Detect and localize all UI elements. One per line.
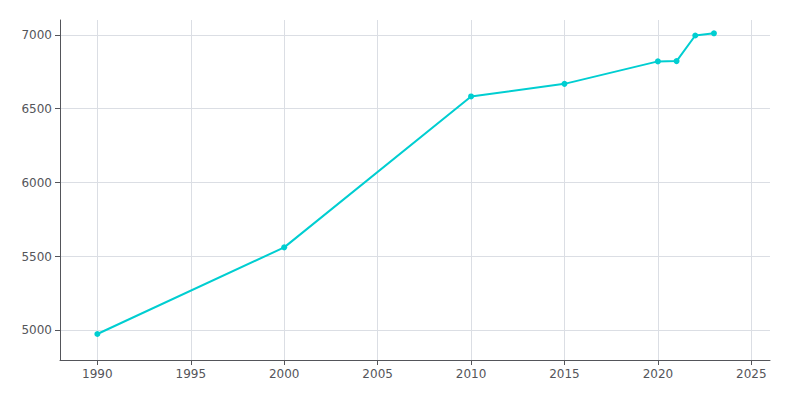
svg-text:1995: 1995 [176, 367, 207, 381]
svg-text:2005: 2005 [362, 367, 393, 381]
svg-text:5500: 5500 [21, 250, 52, 264]
svg-text:2000: 2000 [269, 367, 300, 381]
svg-text:6000: 6000 [21, 176, 52, 190]
svg-text:7000: 7000 [21, 28, 52, 42]
svg-text:2015: 2015 [549, 367, 580, 381]
svg-text:2020: 2020 [643, 367, 674, 381]
svg-text:2010: 2010 [456, 367, 487, 381]
svg-text:5000: 5000 [21, 323, 52, 337]
svg-text:2025: 2025 [736, 367, 767, 381]
svg-text:1990: 1990 [82, 367, 113, 381]
svg-text:6500: 6500 [21, 102, 52, 116]
